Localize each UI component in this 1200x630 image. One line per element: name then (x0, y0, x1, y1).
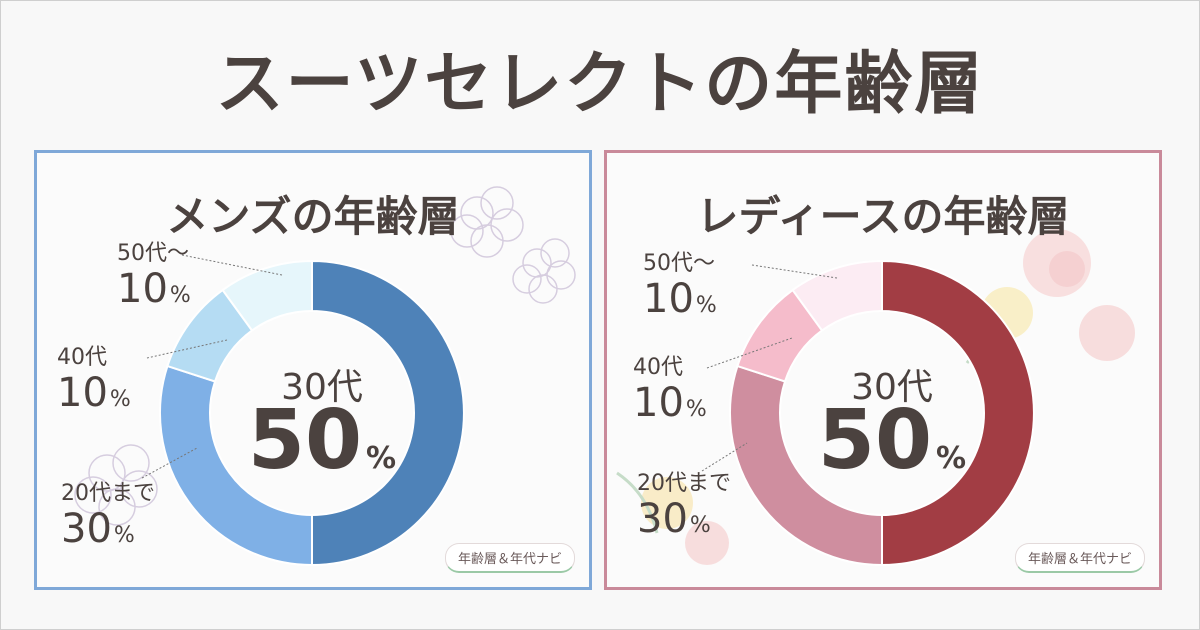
mens-center-unit: % (366, 441, 397, 476)
womens-center-number: 50 (817, 393, 933, 488)
segment-percent-unit: % (689, 513, 711, 538)
donut-slice-0 (881, 259, 1035, 567)
flower-decoration-icon (616, 471, 729, 565)
segment-percent-unit: % (113, 523, 135, 548)
womens-center-unit: % (936, 441, 967, 476)
segment-percent: 10 (57, 370, 108, 416)
womens-label-50s: 50代～ 10% (643, 251, 717, 321)
womens-label-40s: 40代 10% (633, 355, 707, 425)
site-badge: 年齢層＆年代ナビ (1014, 543, 1145, 573)
donut-slice-0 (311, 259, 465, 567)
segment-name: 40代 (57, 345, 107, 370)
womens-chart-title: レディースの年齢層 (696, 192, 1070, 241)
segment-name: 50代～ (643, 251, 715, 276)
segment-percent-unit: % (685, 397, 707, 422)
mens-label-20s: 20代まで 30% (61, 481, 155, 551)
segment-name: 50代～ (117, 241, 189, 266)
segment-percent: 10 (117, 266, 168, 312)
womens-panel: レディースの年齢層 30代 50% 50代～ 10% 40代 10% 20代まで… (604, 150, 1162, 590)
mens-center-value: 50% (237, 393, 407, 488)
segment-name: 40代 (633, 355, 683, 380)
mens-center-label: 30代 (281, 367, 363, 408)
site-badge: 年齢層＆年代ナビ (444, 543, 575, 573)
segment-name: 20代まで (637, 471, 731, 496)
donut-slice-1 (159, 364, 313, 567)
segment-percent: 10 (643, 276, 694, 322)
segment-percent-unit: % (695, 293, 717, 318)
segment-name: 20代まで (61, 481, 155, 506)
flower-decoration-icon (450, 186, 576, 304)
segment-percent: 10 (633, 380, 684, 426)
womens-label-20s: 20代まで 30% (637, 471, 731, 541)
mens-label-40s: 40代 10% (57, 345, 131, 415)
mens-center-number: 50 (247, 393, 363, 488)
womens-center-label: 30代 (851, 367, 933, 408)
segment-percent: 30 (637, 496, 688, 542)
womens-center-value: 50% (807, 393, 977, 488)
mens-label-50s: 50代～ 10% (117, 241, 191, 311)
mens-chart-title: メンズの年齢層 (166, 192, 460, 241)
segment-percent-unit: % (169, 283, 191, 308)
page-title: スーツセレクトの年齢層 (215, 45, 985, 124)
mens-panel: メンズの年齢層 30代 50% 50代～ 10% 40代 10% 20代まで 3… (34, 150, 592, 590)
segment-percent: 30 (61, 506, 112, 552)
segment-percent-unit: % (109, 387, 131, 412)
flower-decoration-icon (74, 444, 158, 526)
donut-slice-1 (729, 364, 883, 567)
